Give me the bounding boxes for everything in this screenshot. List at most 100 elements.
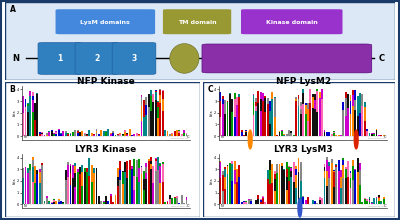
Bar bbox=[262, 93, 264, 101]
Bar bbox=[96, 130, 98, 131]
Bar bbox=[278, 132, 280, 136]
Bar bbox=[324, 178, 326, 204]
Bar bbox=[342, 165, 344, 178]
Bar bbox=[307, 197, 309, 204]
Bar bbox=[257, 199, 259, 204]
Bar bbox=[136, 160, 138, 161]
Bar bbox=[25, 167, 26, 175]
Bar bbox=[368, 133, 370, 136]
Bar bbox=[324, 130, 326, 132]
Bar bbox=[295, 175, 297, 187]
Bar bbox=[138, 135, 140, 136]
Bar bbox=[53, 133, 55, 134]
Bar bbox=[183, 133, 185, 136]
Bar bbox=[290, 133, 292, 136]
Bar bbox=[122, 171, 124, 172]
Bar bbox=[39, 172, 41, 183]
Bar bbox=[140, 97, 142, 106]
Bar bbox=[364, 102, 366, 107]
Bar bbox=[41, 132, 43, 133]
Bar bbox=[74, 130, 76, 136]
Bar bbox=[226, 166, 228, 174]
Text: C: C bbox=[384, 204, 386, 208]
Bar bbox=[298, 158, 300, 172]
Bar bbox=[155, 91, 157, 92]
Bar bbox=[359, 93, 361, 95]
Bar bbox=[312, 108, 314, 136]
Bar bbox=[354, 110, 356, 136]
Bar bbox=[274, 191, 276, 204]
Bar bbox=[224, 189, 226, 204]
Bar bbox=[140, 106, 142, 121]
Bar bbox=[108, 201, 109, 204]
Bar bbox=[96, 129, 98, 130]
Bar bbox=[226, 165, 228, 166]
Bar bbox=[169, 199, 171, 204]
Bar bbox=[307, 103, 309, 109]
Bar bbox=[131, 135, 133, 136]
Text: Kinase domain: Kinase domain bbox=[266, 20, 318, 25]
Bar bbox=[32, 167, 34, 182]
Bar bbox=[364, 200, 366, 204]
Bar bbox=[354, 90, 356, 100]
Circle shape bbox=[354, 130, 358, 149]
Bar bbox=[32, 160, 34, 167]
Bar bbox=[32, 92, 34, 96]
Bar bbox=[67, 134, 69, 136]
Bar bbox=[272, 164, 273, 168]
Bar bbox=[122, 184, 124, 204]
FancyBboxPatch shape bbox=[112, 42, 156, 74]
Text: weblogo.berkeley.edu: weblogo.berkeley.edu bbox=[171, 138, 188, 139]
Bar bbox=[250, 135, 252, 136]
Bar bbox=[354, 169, 356, 170]
Bar bbox=[145, 97, 147, 104]
Bar bbox=[224, 102, 226, 114]
Bar bbox=[131, 166, 133, 169]
Bar bbox=[342, 102, 344, 110]
Bar bbox=[267, 98, 269, 104]
Bar bbox=[25, 107, 26, 136]
Bar bbox=[305, 105, 306, 114]
Bar bbox=[331, 160, 332, 163]
Bar bbox=[293, 135, 295, 136]
Bar bbox=[51, 131, 52, 136]
Bar bbox=[338, 170, 340, 204]
Bar bbox=[148, 161, 150, 204]
Bar bbox=[27, 168, 29, 173]
Bar bbox=[174, 131, 176, 136]
Bar bbox=[58, 202, 60, 204]
Bar bbox=[335, 165, 337, 167]
Bar bbox=[269, 111, 271, 124]
Bar bbox=[238, 165, 240, 177]
Bar bbox=[81, 172, 83, 186]
Bar bbox=[112, 131, 114, 133]
Bar bbox=[183, 130, 185, 133]
Bar bbox=[32, 112, 34, 136]
Bar bbox=[305, 103, 306, 105]
Bar bbox=[72, 178, 74, 204]
Bar bbox=[316, 92, 318, 95]
Bar bbox=[236, 182, 238, 204]
Y-axis label: bits: bits bbox=[210, 109, 214, 116]
Text: weblogo.berkeley.edu: weblogo.berkeley.edu bbox=[171, 206, 188, 207]
Bar bbox=[86, 172, 88, 204]
Bar bbox=[324, 171, 326, 178]
Bar bbox=[143, 117, 145, 136]
Bar bbox=[77, 134, 78, 136]
Bar bbox=[328, 178, 330, 204]
Bar bbox=[136, 162, 138, 177]
Bar bbox=[183, 203, 185, 204]
Bar bbox=[157, 157, 159, 170]
Bar bbox=[81, 131, 83, 136]
Bar bbox=[260, 99, 262, 111]
Bar bbox=[319, 197, 321, 200]
Bar bbox=[70, 135, 72, 136]
Bar bbox=[124, 162, 126, 172]
Bar bbox=[84, 134, 86, 136]
Bar bbox=[376, 129, 378, 130]
Bar bbox=[122, 135, 124, 136]
Bar bbox=[29, 91, 31, 96]
Bar bbox=[112, 133, 114, 136]
Bar bbox=[378, 198, 380, 201]
Bar bbox=[272, 183, 273, 204]
